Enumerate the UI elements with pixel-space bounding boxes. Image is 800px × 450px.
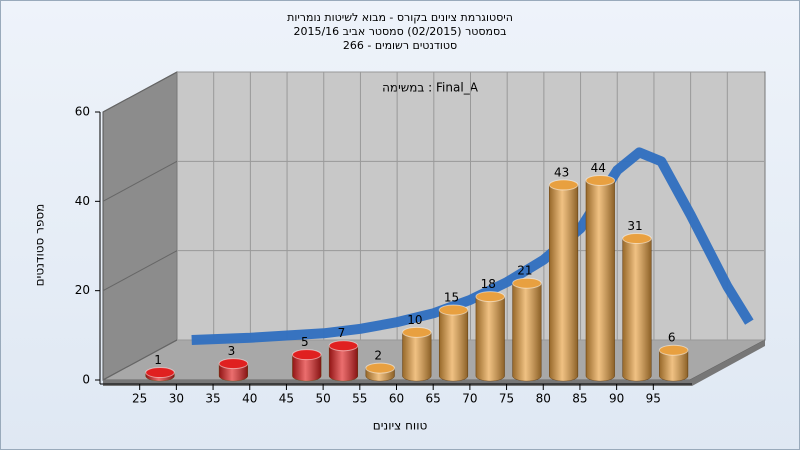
value-label: 7 [338,326,346,340]
floor-edge [103,340,765,386]
value-label: 3 [228,344,236,358]
bar [291,349,322,382]
value-label: 2 [374,349,382,363]
annotation: במשימה : Final_A [382,81,479,95]
value-label: 5 [301,335,309,349]
bar-part [549,184,578,381]
bar-part [402,332,432,381]
bar [548,179,579,382]
x-tick-label: 85 [572,392,587,406]
x-tick-label: 80 [536,392,551,406]
bar [218,358,249,382]
grid-line [102,250,178,292]
x-tick-label: 90 [609,392,624,406]
x-tick-label: 40 [242,392,257,406]
value-label: 15 [444,291,459,305]
bar [512,277,542,382]
grid-line [102,160,178,202]
x-tick-label: 60 [389,392,404,406]
title-line: היסטוגרמת ציונים בקורס - מבוא לשיטות נומ… [287,11,513,24]
grid-line [102,71,178,113]
x-tick-label: 30 [169,392,184,406]
x-tick-label: 50 [315,392,330,406]
bar-part [475,296,505,381]
x-tick-label: 35 [205,392,220,406]
value-label: 44 [591,161,606,175]
left-wall [102,71,178,381]
bar-part [329,345,358,381]
y-tick-label: 60 [75,105,90,119]
x-axis-label: טווח ציונים [373,419,428,433]
bar [622,233,652,382]
bar-part [402,326,432,338]
value-label: 1 [154,353,162,367]
bar [365,362,395,382]
fit-curve [191,147,754,345]
x-tick-label: 55 [352,392,367,406]
bar-part [622,238,652,382]
bar-part [622,233,652,245]
value-label: 6 [668,331,676,345]
value-label: 18 [481,277,496,291]
bar-part [438,304,469,316]
y-tick-label: 0 [82,373,90,387]
bar-part [218,358,249,370]
bar [438,304,469,382]
bar [328,340,359,382]
bar [145,367,175,382]
y-tick-label: 40 [75,194,90,208]
title-line: סטודנטים רשומים - 266 [343,39,457,52]
bar-part [291,349,322,361]
bar-part [475,291,506,303]
bar [475,291,506,382]
bar-part [439,310,468,381]
x-tick-label: 65 [426,392,441,406]
bar-part [585,174,616,186]
bar-part [292,354,322,381]
grid-line [102,339,178,381]
x-tick-label: 75 [499,392,514,406]
bar-part [365,362,395,374]
bar-part [658,344,689,356]
bar-part [659,350,688,382]
x-tick-label: 25 [132,392,147,406]
x-tick-label: 45 [279,392,294,406]
x-tick-label: 95 [646,392,661,406]
bar-part [585,180,615,381]
bar-part [145,367,175,379]
value-label: 10 [407,313,422,327]
bar [585,174,616,382]
title-line: בסמסטר (02/2015) סמסטר אביב 2015/16 [293,25,506,38]
value-label: 31 [627,219,642,233]
value-label: 21 [517,264,532,278]
value-label: 43 [554,165,569,179]
bar-part [328,340,359,352]
y-tick-label: 20 [75,283,90,297]
bar-part [548,179,579,191]
bar-part [512,283,542,381]
bar [402,326,432,382]
bar-part [512,277,542,289]
bar [658,344,689,382]
y-axis-label: מספר סטודנטים [33,204,47,287]
x-tick-label: 70 [462,392,477,406]
